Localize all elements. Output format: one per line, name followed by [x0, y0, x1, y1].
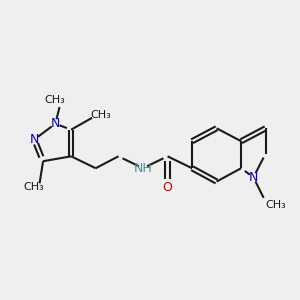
Text: NH: NH — [134, 162, 152, 175]
Text: N: N — [51, 117, 60, 130]
Text: N: N — [30, 133, 39, 146]
Text: O: O — [163, 182, 172, 194]
Text: CH₃: CH₃ — [265, 200, 286, 210]
Text: CH₃: CH₃ — [44, 95, 65, 105]
Text: N: N — [249, 171, 258, 184]
Text: CH₃: CH₃ — [91, 110, 111, 120]
Text: CH₃: CH₃ — [23, 182, 44, 192]
